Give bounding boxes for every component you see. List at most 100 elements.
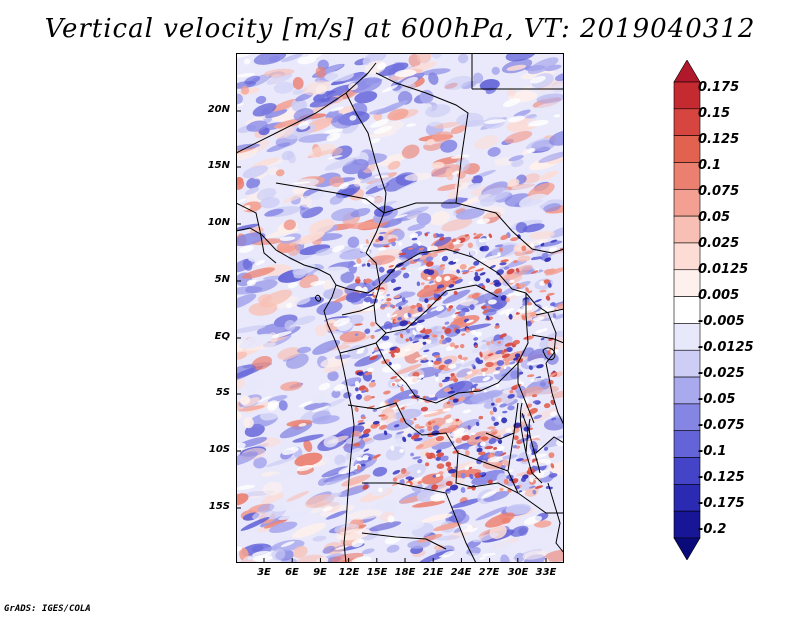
field-cell	[409, 321, 418, 326]
field-cell	[339, 330, 366, 343]
field-cell	[335, 545, 349, 550]
field-cell	[398, 306, 402, 310]
field-cell	[292, 76, 304, 90]
field-cell	[345, 292, 362, 303]
field-cell	[517, 255, 531, 262]
colorbar-label: -0.025	[698, 366, 745, 381]
field-cell	[450, 380, 473, 393]
field-cell	[372, 420, 380, 425]
colorbar-swatch	[673, 215, 701, 244]
field-cell	[468, 265, 486, 272]
field-cell	[425, 452, 431, 457]
field-cell	[263, 68, 295, 77]
field-cell	[266, 142, 291, 153]
field-cell	[411, 243, 419, 249]
field-cell	[532, 316, 545, 322]
field-cell	[434, 121, 460, 129]
field-cell	[549, 226, 564, 238]
field-cell	[468, 466, 473, 470]
field-cell	[333, 317, 351, 327]
colorbar-label: -0.005	[698, 314, 745, 329]
field-cell	[548, 372, 557, 377]
field-cell	[408, 393, 414, 397]
field-cell	[444, 359, 453, 365]
field-cell	[546, 292, 555, 296]
field-cell	[421, 68, 451, 76]
field-cell	[509, 279, 515, 283]
field-cell	[386, 328, 391, 332]
field-cell	[330, 114, 355, 129]
field-cell	[491, 402, 495, 406]
field-cell	[236, 451, 258, 466]
field-cell	[452, 398, 459, 403]
field-cell	[401, 297, 406, 303]
field-cell	[292, 545, 308, 559]
field-cell	[433, 233, 437, 239]
field-cell	[334, 354, 351, 360]
field-cell	[396, 398, 418, 406]
field-cell	[256, 395, 271, 403]
field-cell	[240, 86, 250, 95]
field-cell	[497, 341, 501, 344]
field-cell	[240, 517, 270, 531]
field-cell	[416, 212, 432, 226]
field-cell	[485, 512, 515, 528]
field-cell	[459, 299, 479, 306]
field-cell	[454, 311, 461, 315]
field-cell	[432, 425, 440, 431]
field-cell	[531, 139, 555, 152]
field-cell	[386, 312, 391, 318]
field-cell	[462, 409, 472, 414]
field-cell	[354, 90, 378, 104]
field-cell	[360, 303, 381, 312]
field-cell	[504, 342, 514, 347]
field-cell	[497, 416, 502, 421]
field-cell	[321, 450, 334, 465]
field-cell	[368, 521, 402, 532]
field-cell	[460, 182, 494, 192]
field-cell	[369, 353, 377, 358]
field-cell	[423, 268, 431, 274]
field-cell	[412, 340, 420, 344]
field-cell	[410, 434, 420, 440]
field-cell	[478, 187, 511, 203]
field-cell	[526, 320, 532, 327]
field-cell	[479, 351, 483, 358]
field-cell	[476, 218, 491, 225]
field-cell	[407, 247, 414, 250]
field-cell	[359, 292, 367, 299]
field-cell	[500, 554, 510, 563]
lon-label-21e: 21E	[422, 567, 444, 578]
field-cell	[506, 64, 527, 71]
field-cell	[474, 344, 478, 348]
field-cell	[500, 294, 507, 301]
field-cell	[490, 339, 495, 344]
field-cell	[413, 257, 421, 262]
field-cell	[238, 245, 254, 253]
field-cell	[550, 302, 556, 307]
field-cell	[453, 344, 459, 349]
field-cell	[510, 370, 520, 380]
field-cell	[366, 367, 374, 373]
lat-label-5n: 5N	[214, 274, 230, 285]
field-cell	[512, 339, 521, 345]
field-cell	[506, 268, 515, 275]
field-cell	[515, 485, 520, 490]
field-cell	[393, 319, 400, 323]
field-cell	[417, 266, 427, 270]
field-cell	[527, 57, 559, 75]
field-cell	[416, 533, 443, 543]
field-cell	[511, 181, 544, 190]
field-cell	[448, 424, 457, 429]
field-cell	[522, 550, 548, 560]
field-cell	[476, 233, 484, 237]
field-cell	[520, 477, 527, 482]
field-cell	[481, 436, 489, 441]
field-cell	[412, 329, 417, 336]
colorbar-label: -0.125	[698, 470, 745, 485]
field-cell	[423, 284, 430, 289]
field-cell	[236, 442, 246, 452]
field-cell	[267, 166, 279, 176]
lon-label-18e: 18E	[394, 567, 416, 578]
field-cell	[330, 106, 344, 112]
